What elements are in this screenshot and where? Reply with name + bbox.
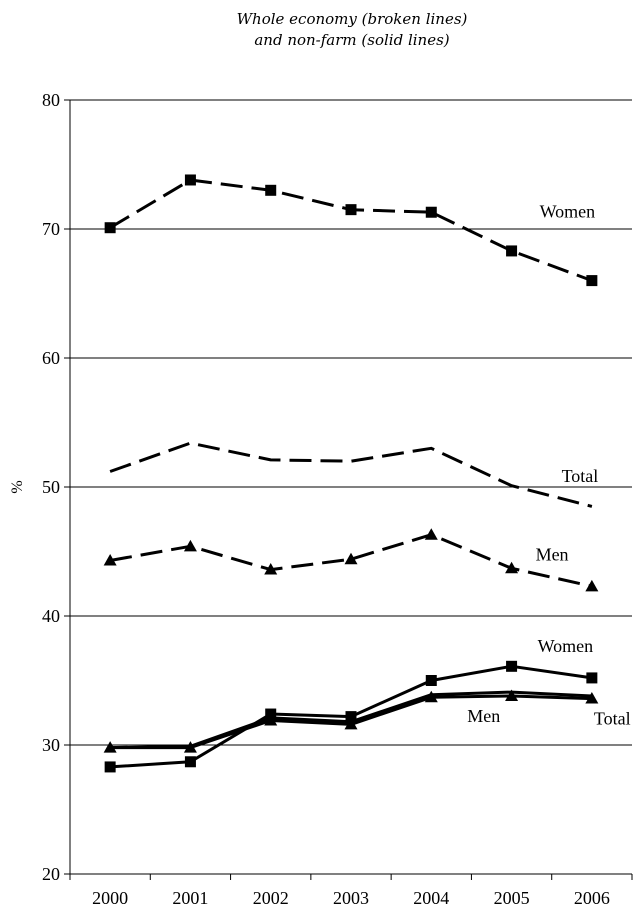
series-non-farm-women — [104, 660, 598, 773]
square-marker — [345, 711, 357, 723]
y-tick-label: 30 — [42, 735, 60, 755]
square-marker — [425, 675, 437, 686]
y-tick-label: 60 — [42, 348, 60, 368]
series-annotation: Men — [467, 706, 500, 726]
series-line — [109, 441, 593, 508]
triangle-marker — [344, 552, 358, 565]
x-tick-label: 2006 — [574, 888, 610, 908]
triangle-marker — [183, 741, 197, 753]
y-tick-label: 40 — [42, 606, 60, 626]
y-tick-label: 70 — [42, 219, 60, 239]
triangle-marker — [264, 563, 278, 575]
triangle-marker — [424, 690, 438, 703]
square-marker — [586, 275, 598, 287]
square-marker — [184, 174, 196, 186]
square-marker — [506, 245, 518, 257]
square-marker — [586, 672, 598, 684]
x-tick-labels: 2000 2001 2002 2003 2004 2005 2006 — [92, 888, 610, 908]
triangle-marker — [505, 561, 519, 574]
triangle-marker — [183, 539, 197, 552]
series-annotation: Men — [536, 545, 569, 565]
y-tick-label: 80 — [42, 90, 60, 110]
series-annotation: Total — [594, 708, 631, 728]
axes — [64, 99, 633, 880]
series-annotation: Women — [538, 636, 594, 656]
series-whole-economy-men — [103, 528, 599, 592]
square-marker — [345, 204, 357, 216]
x-tick-label: 2004 — [413, 888, 449, 908]
square-marker — [425, 206, 437, 218]
series-annotation: Total — [562, 466, 599, 486]
chart-title-line-1: Whole economy (broken lines) — [237, 10, 468, 28]
y-tick-label: 50 — [42, 477, 60, 497]
y-tick-label: 20 — [42, 864, 60, 884]
x-tick-label: 2003 — [333, 888, 369, 908]
square-marker — [184, 756, 196, 768]
series-whole-economy-total — [109, 441, 593, 508]
triangle-marker — [264, 713, 278, 726]
x-tick-label: 2002 — [253, 888, 289, 908]
x-tick-label: 2001 — [172, 888, 208, 908]
chart-title-line-2: and non-farm (solid lines) — [254, 31, 449, 49]
x-tick-label: 2005 — [494, 888, 530, 908]
y-tick-labels: 20 30 40 50 60 70 80 — [42, 90, 60, 884]
series-annotation: Women — [540, 201, 596, 221]
square-marker — [104, 761, 116, 773]
triangle-marker — [585, 579, 599, 592]
triangle-marker — [103, 741, 117, 753]
triangle-marker — [344, 717, 358, 730]
square-marker — [265, 184, 277, 196]
square-marker — [506, 660, 518, 672]
series-group — [103, 174, 599, 773]
gridlines — [70, 99, 632, 746]
series-whole-economy-women — [104, 174, 598, 287]
triangle-marker — [505, 689, 519, 701]
triangle-marker — [103, 554, 117, 566]
y-axis-label: % — [9, 480, 26, 493]
triangle-marker — [424, 528, 438, 540]
square-marker — [104, 222, 116, 234]
series-line — [109, 178, 593, 283]
series-annotations: Women Total Men Women Men Total — [467, 201, 630, 728]
x-tick-label: 2000 — [92, 888, 128, 908]
triangle-marker — [585, 692, 599, 704]
series-non-farm-men — [103, 689, 599, 753]
